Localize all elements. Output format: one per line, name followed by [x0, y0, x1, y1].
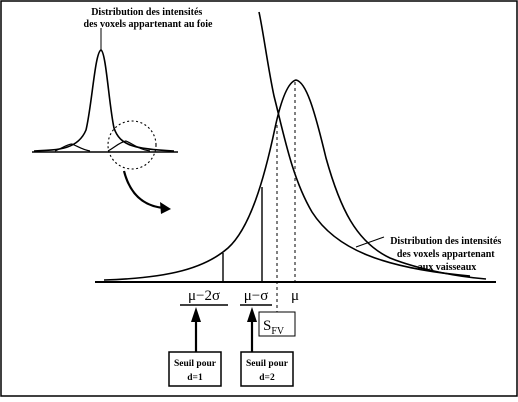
label-mu-minus-2sigma: μ−2σ: [188, 288, 220, 304]
threshold-box-d2-line2: d=2: [259, 373, 275, 383]
zoom-arrow-shaft: [122, 170, 166, 210]
threshold-box-d2-line1: Seuil pour: [246, 359, 289, 369]
liver-label: Distribution des intensités des voxels a…: [84, 7, 213, 30]
threshold-box-d2: Seuil pour d=2: [240, 351, 294, 387]
inset-small-bump-left: [54, 143, 91, 152]
label-mu-minus-sigma: μ−σ: [244, 288, 269, 304]
inset-zoom-circle: [107, 120, 157, 170]
liver-distribution-tail: [258, 11, 471, 277]
arrow-d1-head: [191, 307, 201, 322]
threshold-box-d1-line1: Seuil pour: [174, 359, 217, 369]
sfv-label: SFV: [263, 318, 285, 337]
inset-histogram: [32, 28, 178, 214]
inset-liver-curve: [33, 49, 175, 152]
zoom-arrow-head: [160, 202, 171, 214]
main-histogram: [95, 11, 496, 316]
vessel-label-pointer: [355, 236, 385, 248]
label-mu: μ: [291, 288, 299, 304]
threshold-box-d1: Seuil pour d=1: [168, 351, 222, 387]
threshold-box-d1-line2: d=1: [187, 373, 203, 383]
vessel-distribution-curve: [103, 79, 487, 281]
arrow-d2-head: [247, 307, 257, 322]
sfv-box: [258, 311, 296, 337]
threshold-box-d1-rect: [168, 351, 222, 387]
threshold-box-d2-rect: [240, 351, 294, 387]
vessel-label: Distribution des intensités des voxels a…: [390, 236, 504, 273]
inset-small-bump-right: [107, 140, 151, 152]
